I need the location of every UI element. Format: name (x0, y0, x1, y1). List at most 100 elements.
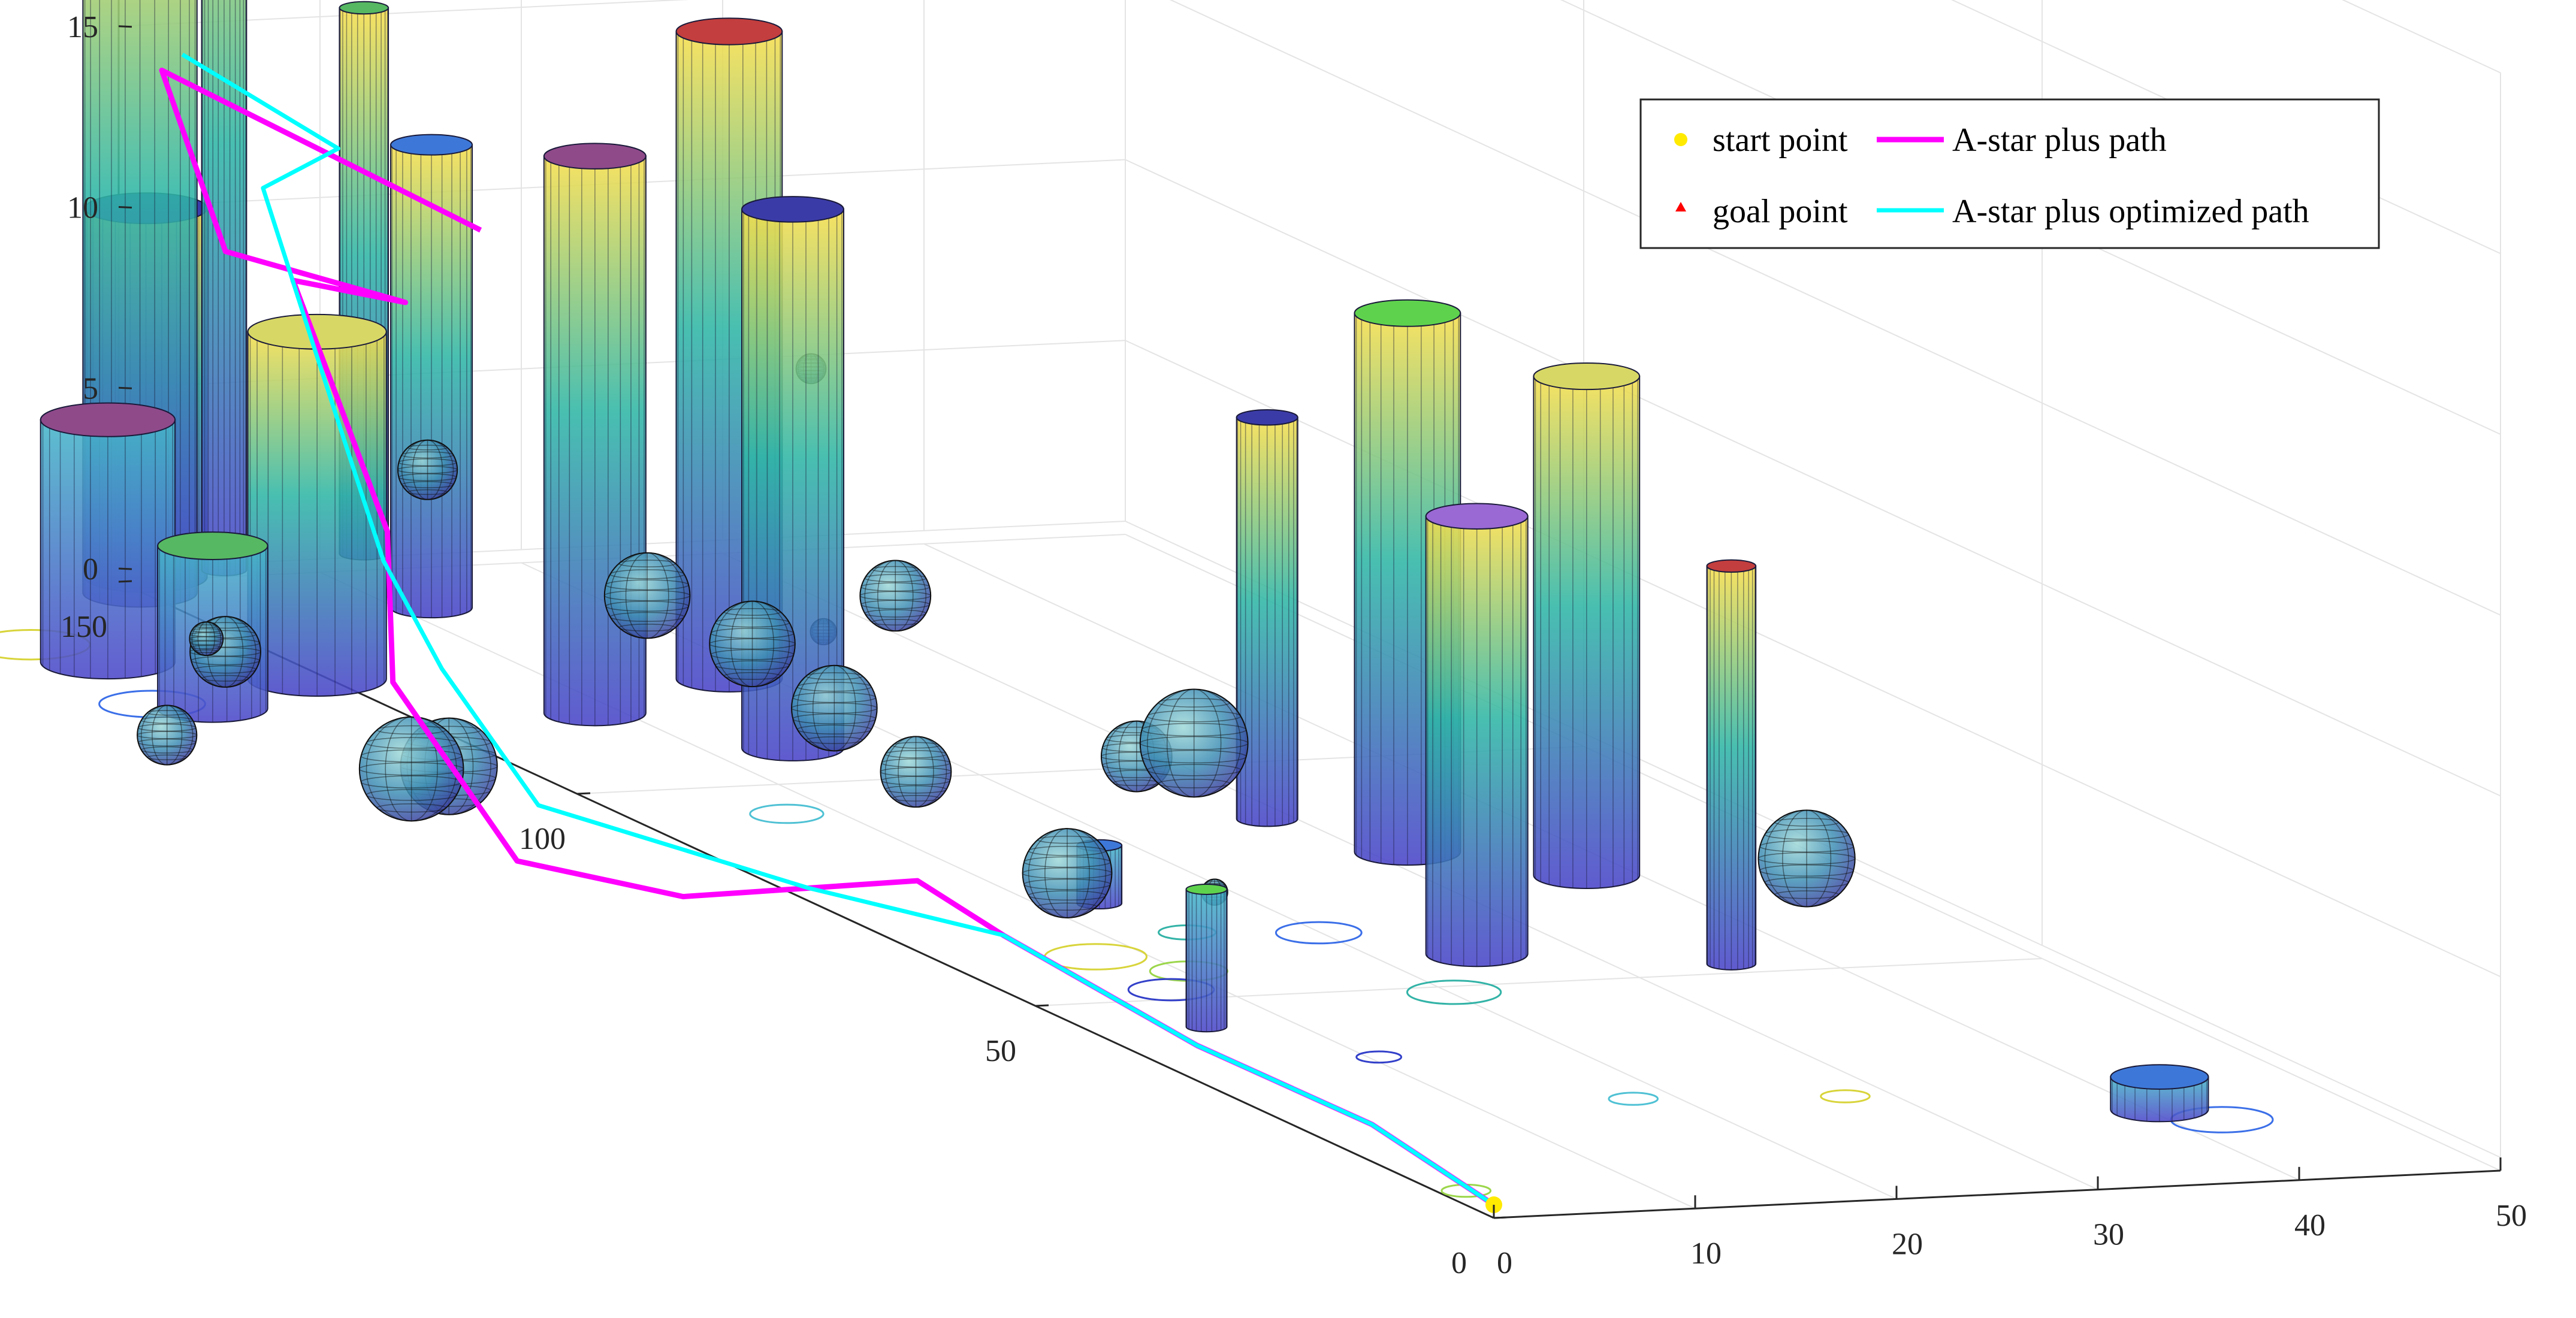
sphere-meridian (1022, 828, 1113, 918)
ground-circle (1406, 980, 1502, 1005)
x-axis-line (1493, 1169, 2501, 1219)
x-tick-label: 20 (1892, 1227, 1923, 1261)
cylinder-top (741, 196, 844, 223)
cylinder-top (1185, 883, 1228, 895)
ground-circle (1275, 921, 1363, 945)
y-tick-label: 150 (61, 610, 107, 644)
x-tick-label: 40 (2294, 1208, 2326, 1243)
cylinder-body (390, 144, 473, 619)
cylinder-body (1706, 565, 1757, 971)
wall-grid-z (118, 0, 689, 27)
sphere-obstacle (791, 664, 878, 752)
z-tick-label: 0 (83, 552, 98, 587)
y-tick-mark (118, 580, 132, 583)
sphere-obstacle (137, 705, 198, 766)
cylinder-top (1354, 299, 1461, 327)
sphere-meridian (1757, 809, 1856, 908)
cylinder-top (1706, 559, 1757, 573)
cylinder-obstacle (1706, 559, 1757, 971)
sphere-meridian (137, 705, 198, 766)
ground-circle (1355, 1050, 1403, 1064)
ground-circle (749, 803, 825, 824)
ground-circle (1608, 1092, 1659, 1106)
y-tick-mark (576, 792, 591, 795)
cylinder-body (1425, 515, 1529, 968)
sphere-meridian (189, 616, 261, 688)
sphere-meridian (880, 736, 952, 808)
floor-grid-x (722, 552, 2098, 1190)
z-tick-label: 5 (83, 371, 98, 406)
legend-path-label: A-star plus path (1952, 122, 2167, 159)
legend: start point goal point A-star plus path … (1639, 98, 2380, 249)
cylinder-body (1236, 416, 1298, 827)
legend-goal-label: goal point (1713, 193, 1848, 230)
y-tick-label: 50 (985, 1034, 1016, 1068)
sphere-obstacle (709, 600, 796, 688)
axis-ticks: 01020304050050100150051015202530 (61, 10, 2527, 1280)
legend-start-label: start point (1713, 122, 1848, 159)
x-tick-label: 0 (1497, 1246, 1512, 1280)
wall-grid-z (2342, 0, 2501, 74)
cylinder-obstacle (543, 143, 647, 727)
sphere-meridian (604, 552, 691, 639)
astar-optimized-path-line (181, 53, 1495, 1207)
cylinder-body (1533, 376, 1641, 889)
sphere-meridian (791, 665, 878, 752)
cylinder-top (339, 1, 389, 15)
cylinder-top (2110, 1064, 2209, 1090)
cylinder-obstacle (390, 134, 473, 619)
legend-box (1639, 98, 2380, 249)
sphere-obstacle (1139, 688, 1249, 798)
sphere-obstacle (1022, 828, 1113, 918)
cylinder-obstacle (2110, 1064, 2209, 1123)
sphere-obstacle (880, 736, 952, 808)
obstacles (40, 0, 2209, 1123)
sphere-meridian (359, 716, 464, 822)
cylinder-top (675, 17, 783, 46)
cylinder-top (543, 143, 647, 170)
cylinder-obstacle (1185, 883, 1228, 1033)
cylinder-obstacle (201, 0, 247, 576)
x-tick-label: 50 (2496, 1199, 2527, 1233)
legend-optimized-label: A-star plus optimized path (1952, 193, 2309, 230)
sphere-obstacle (189, 621, 224, 657)
cylinder-obstacle (1236, 409, 1298, 827)
y-tick-mark (1035, 1004, 1049, 1007)
z-tick-label: 10 (67, 191, 98, 225)
z-tick-mark (118, 25, 132, 28)
sphere-obstacle (859, 560, 932, 632)
sphere-meridian (709, 600, 796, 687)
cylinder-top (157, 531, 268, 560)
sphere-meridian (1140, 688, 1249, 798)
wall-grid-z (1125, 159, 2501, 797)
wall-grid-z (1169, 0, 2501, 616)
cylinder-obstacle (1533, 362, 1641, 889)
cylinder-top (1425, 503, 1529, 530)
ground-circle (1820, 1089, 1871, 1104)
cylinder-top (1533, 362, 1641, 391)
sphere-obstacle (358, 716, 464, 822)
y-tick-mark (1493, 1216, 1508, 1219)
y-tick-label: 0 (1451, 1246, 1467, 1280)
sphere-obstacle (1757, 809, 1856, 908)
legend-goal-marker (1675, 202, 1686, 211)
cylinder-body (1185, 888, 1228, 1033)
cylinder-top (40, 402, 176, 437)
legend-start-marker (1674, 133, 1687, 146)
sphere-obstacle (603, 552, 691, 639)
sphere-meridian (397, 439, 458, 500)
cylinder-top (390, 134, 473, 156)
z-tick-label: 15 (67, 10, 98, 44)
x-tick-label: 10 (1690, 1237, 1722, 1271)
cylinder-top (1236, 409, 1298, 426)
y-tick-label: 100 (519, 822, 566, 856)
sphere-meridian (189, 621, 224, 656)
x-tick-label: 30 (2093, 1218, 2124, 1252)
z-tick-mark (118, 206, 132, 208)
sphere-obstacle (397, 439, 458, 500)
cylinder-obstacle (40, 402, 176, 680)
sphere-obstacle (189, 616, 261, 688)
sphere-meridian (859, 560, 931, 632)
cylinder-obstacle (1425, 503, 1529, 968)
